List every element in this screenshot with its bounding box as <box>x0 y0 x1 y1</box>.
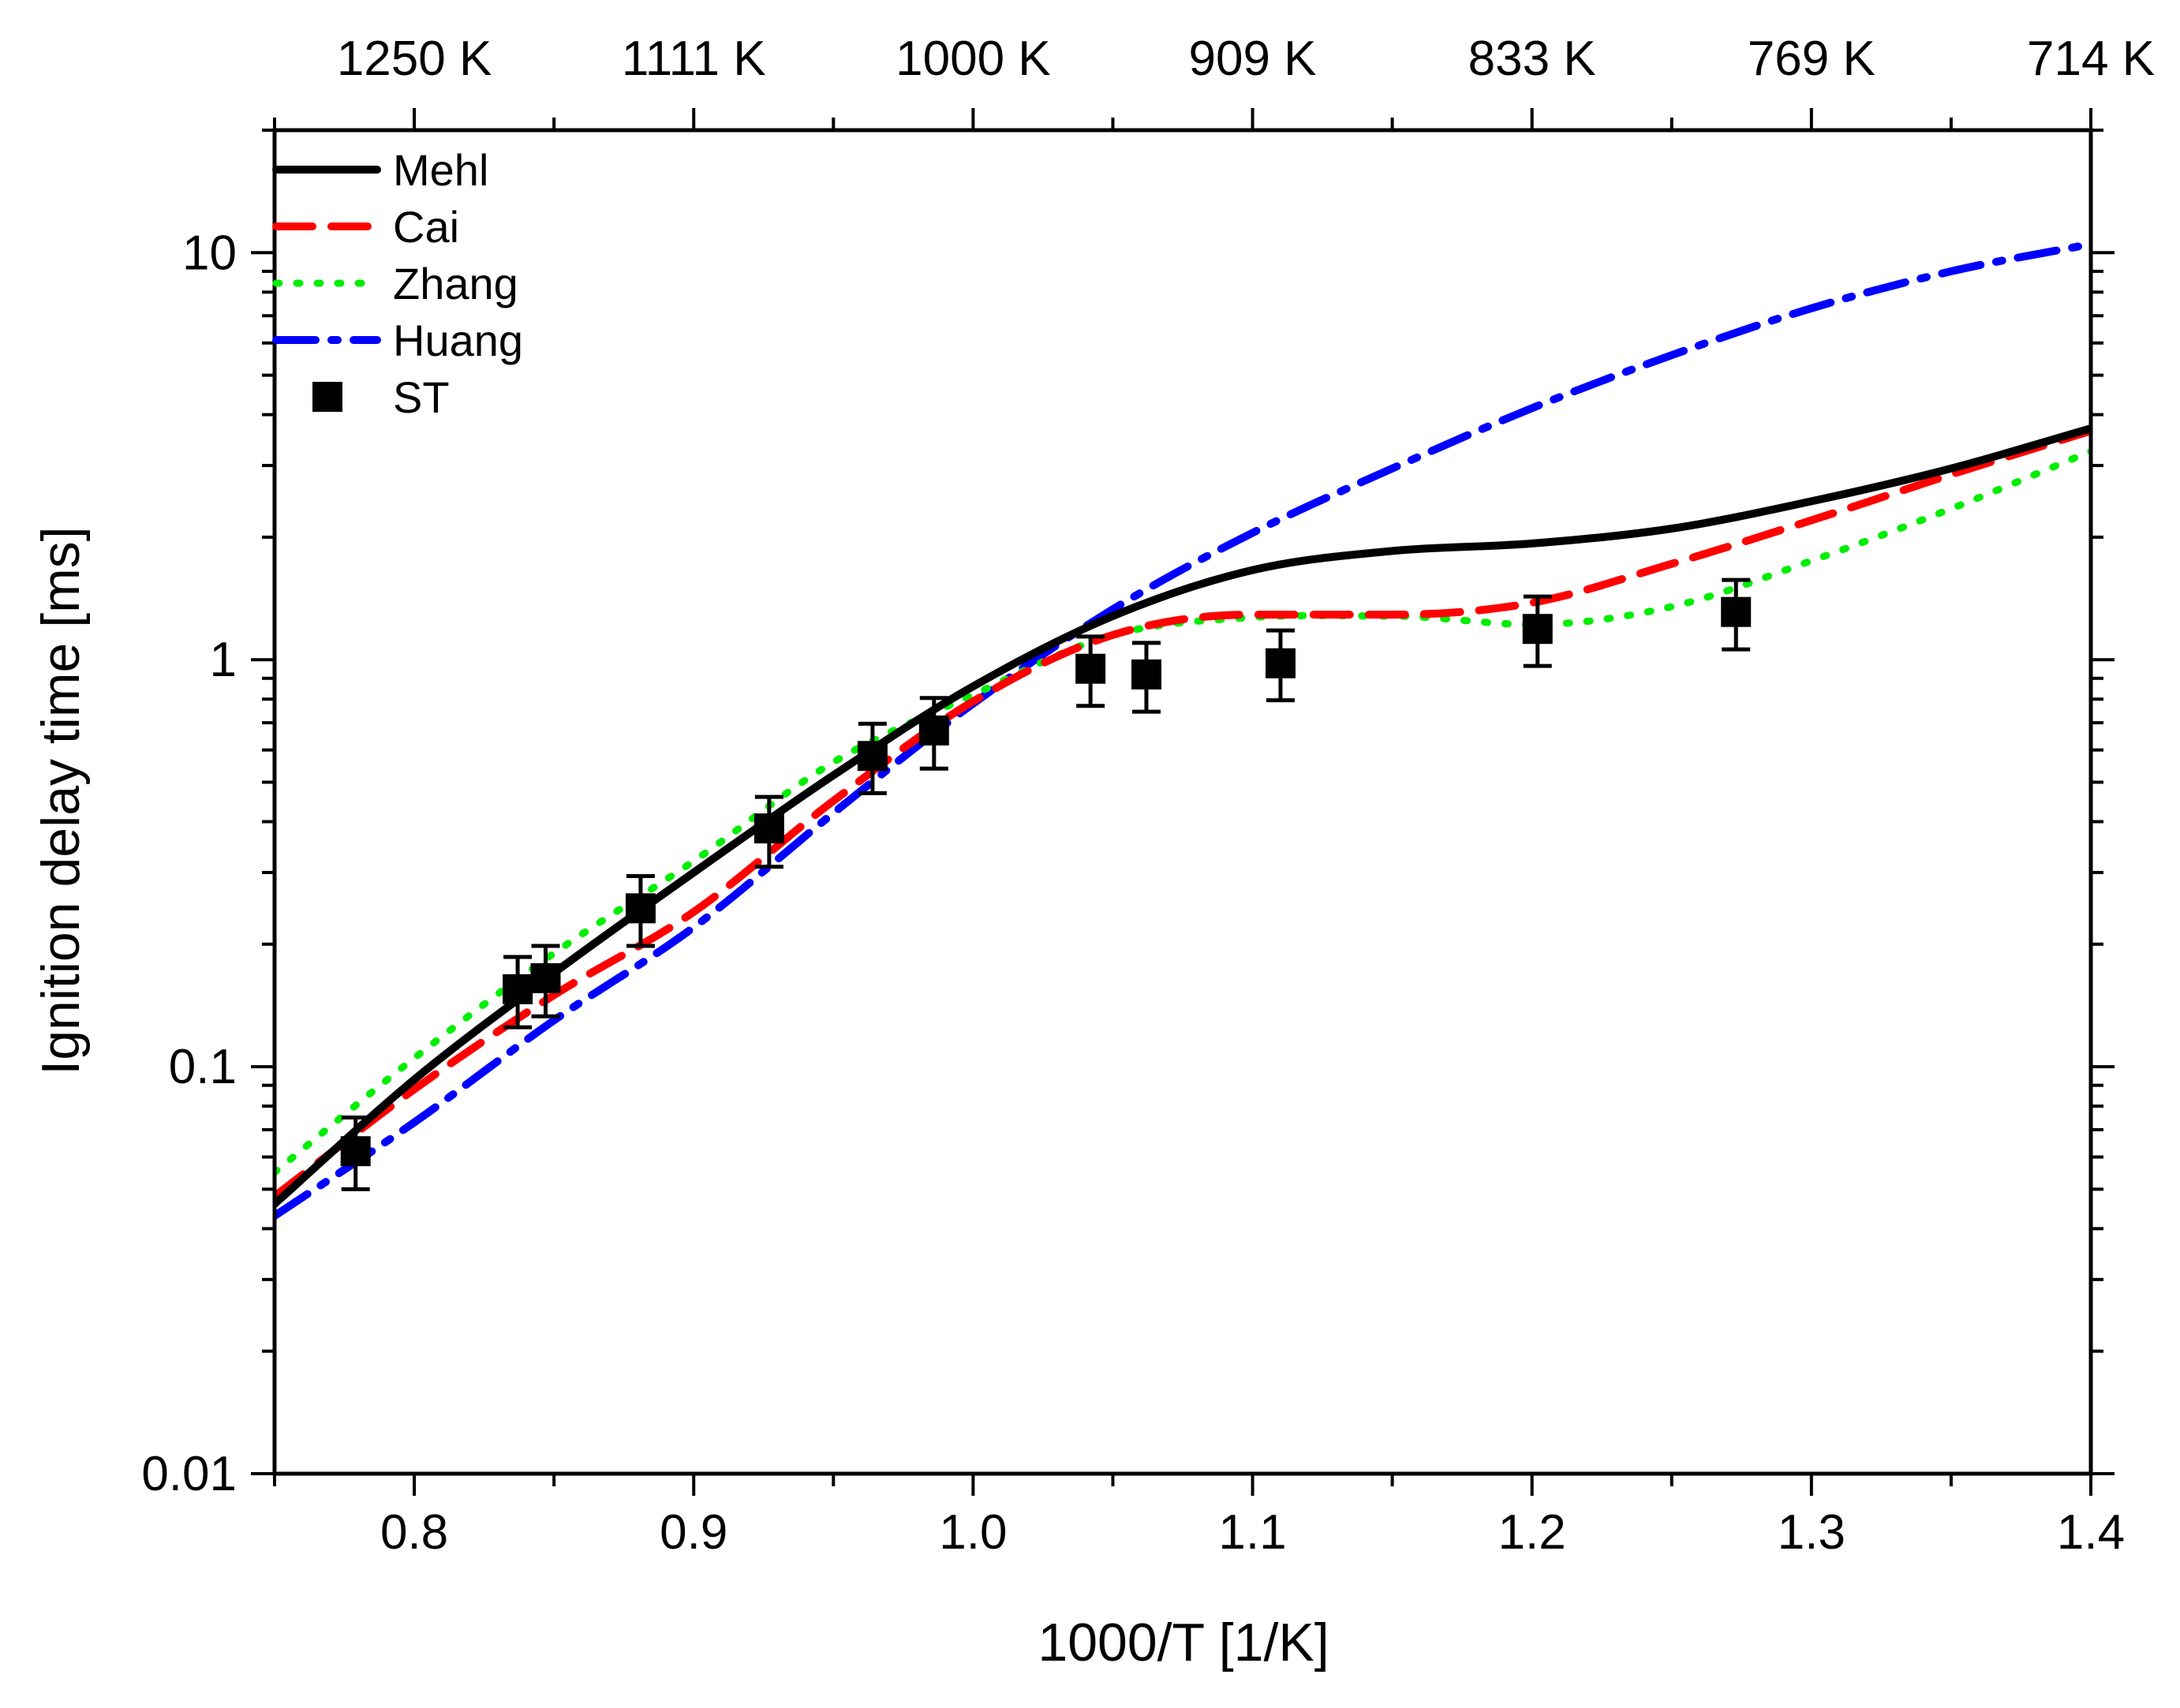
x-tick-label: 1.2 <box>1498 1505 1566 1560</box>
st-point <box>753 794 784 869</box>
x-tick-label: 0.8 <box>380 1505 448 1560</box>
st-marker <box>918 715 949 746</box>
st-marker <box>1721 596 1752 627</box>
st-point <box>340 1116 371 1191</box>
legend-label: ST <box>393 372 450 422</box>
top-tick-label: 909 K <box>1189 32 1317 86</box>
series-line-huang <box>275 240 2091 1220</box>
legend-marker <box>312 382 342 412</box>
st-marker <box>530 962 561 993</box>
st-marker <box>503 974 533 1004</box>
st-point <box>918 696 949 771</box>
legend-label: Mehl <box>393 145 488 195</box>
y-tick-label: 10 <box>182 226 237 280</box>
st-point <box>625 873 656 948</box>
st-marker <box>753 813 784 844</box>
x-tick-label: 1.1 <box>1218 1505 1286 1560</box>
data-points <box>340 577 1752 1191</box>
legend-label: Cai <box>393 202 459 252</box>
st-marker <box>1075 653 1106 684</box>
x-tick-label: 0.9 <box>660 1505 727 1560</box>
series-line-mehl <box>275 424 2091 1209</box>
legend-label: Huang <box>393 316 523 365</box>
st-marker <box>1131 659 1161 690</box>
st-marker <box>1522 614 1553 645</box>
plot-frame <box>272 128 2093 1476</box>
st-point <box>503 955 533 1030</box>
legend-item-cai: Cai <box>272 202 459 252</box>
legend-item-huang: Huang <box>272 316 523 365</box>
st-point <box>530 944 561 1018</box>
y-axis-title: Ignition delay time [ms] <box>31 526 91 1075</box>
top-tick-label: 833 K <box>1468 32 1596 86</box>
st-point <box>857 721 888 795</box>
legend-item-mehl: Mehl <box>272 145 488 195</box>
st-marker <box>1265 648 1296 678</box>
legend: Mehl Cai Zhang Huang ST <box>272 145 523 422</box>
legend-item-st: ST <box>312 372 450 422</box>
legend-item-zhang: Zhang <box>272 259 518 308</box>
series-lines <box>275 240 2091 1220</box>
x-tick-label: 1.4 <box>2057 1505 2125 1560</box>
series-line-cai <box>275 427 2091 1201</box>
axes: 0.8 0.9 1.0 1.1 1.2 1.3 1.4 1250 K 1111 K 1000 K 9… <box>141 32 2155 1560</box>
st-marker <box>625 893 656 924</box>
x-tick-label: 1.3 <box>1778 1505 1845 1560</box>
y-tick-label: 1 <box>210 633 237 687</box>
top-tick-label: 1000 K <box>896 32 1051 86</box>
st-point <box>1265 628 1296 703</box>
st-point <box>1721 577 1752 652</box>
y-tick-label: 0.1 <box>169 1040 237 1094</box>
top-tick-label: 714 K <box>2027 32 2155 86</box>
top-tick-label: 1250 K <box>337 32 492 86</box>
legend-label: Zhang <box>393 259 518 308</box>
st-point <box>1131 641 1161 714</box>
st-marker <box>340 1136 371 1167</box>
top-tick-label: 769 K <box>1748 32 1875 86</box>
x-tick-label: 1.0 <box>939 1505 1007 1560</box>
series-line-zhang <box>275 447 2091 1176</box>
x-axis-title: 1000/T [1/K] <box>1038 1613 1329 1672</box>
st-marker <box>857 741 888 772</box>
y-tick-label: 0.01 <box>141 1447 237 1501</box>
top-tick-label: 1111 K <box>622 32 766 86</box>
st-point <box>1075 634 1106 708</box>
st-point <box>1522 594 1553 668</box>
